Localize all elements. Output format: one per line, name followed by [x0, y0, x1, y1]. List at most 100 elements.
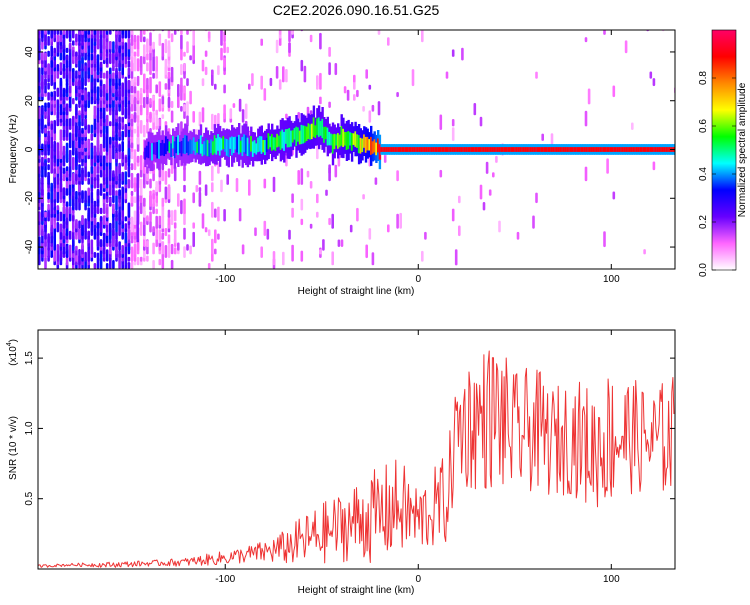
spectrogram-cell	[99, 239, 103, 248]
spectrogram-cell	[124, 248, 128, 266]
spectrogram-cell	[133, 149, 137, 163]
spectrogram-cell	[105, 70, 109, 79]
spectrogram-cell	[102, 247, 106, 255]
spectrogram-cell	[458, 195, 461, 204]
spectrogram-ridge-cell	[482, 147, 486, 152]
chart-title: C2E2.2026.090.16.51.G25	[273, 2, 440, 18]
spectrogram-cell	[139, 120, 143, 134]
spectrogram-cell	[109, 146, 112, 156]
spectrogram-ridge-cell	[651, 147, 654, 152]
spectrogram-cell	[90, 147, 94, 156]
spectrogram-cell	[96, 165, 100, 174]
spectrogram-ridge-cell	[352, 133, 355, 145]
spectrogram-ridge-cell	[326, 127, 329, 146]
spectrogram-ridge-cell	[408, 147, 411, 152]
spectrogram-cell	[492, 172, 495, 178]
spectrogram-cell	[127, 262, 131, 269]
spectrogram-ridge-cell	[410, 147, 413, 152]
spectrogram-cell	[124, 156, 128, 163]
spectrogram-ridge-cell	[218, 137, 222, 156]
spectrogram-cell	[291, 207, 294, 218]
spectrogram-cell	[62, 89, 66, 98]
spectrogram-cell	[38, 236, 41, 244]
spectrogram-x-tick-label: 100	[603, 274, 620, 285]
spectrogram-cell	[316, 75, 319, 87]
spectrogram-cell	[50, 30, 53, 32]
spectrogram-cell	[300, 218, 304, 226]
spectrogram-cell	[44, 78, 47, 87]
spectrogram-cell	[109, 181, 112, 196]
snr-y-exponent: (x104)	[6, 339, 19, 366]
spectrogram-cell	[53, 140, 56, 152]
spectrogram-cell	[50, 91, 53, 97]
spectrogram-ridge-cell	[309, 124, 312, 140]
spectrogram-ridge-cell	[236, 136, 239, 153]
spectrogram-cell	[139, 30, 143, 32]
spectrogram-cell	[72, 138, 75, 152]
spectrogram-cell	[62, 106, 66, 112]
spectrogram-cell	[102, 215, 106, 226]
spectrogram-ridge-cell	[423, 147, 427, 152]
spectrogram-cell	[105, 57, 109, 65]
spectrogram-cell	[102, 193, 106, 200]
spectrogram-cell	[211, 70, 214, 76]
spectrogram-ridge-cell	[495, 147, 498, 152]
spectrogram-ridge-cell	[366, 136, 369, 151]
spectrogram-cell	[346, 89, 350, 101]
spectrogram-cell	[161, 227, 165, 233]
spectrogram-cell	[109, 136, 112, 145]
spectrogram-cell	[189, 90, 192, 105]
spectrogram-cell	[72, 156, 75, 171]
spectrogram-ridge-cell	[552, 147, 555, 152]
spectrogram-cell	[167, 168, 171, 178]
spectrogram-cell	[93, 252, 97, 258]
spectrogram-cell	[254, 227, 257, 237]
spectrogram-ridge-cell	[371, 141, 375, 154]
spectrogram-cell	[109, 30, 112, 35]
spectrogram-ridge-cell	[170, 143, 173, 157]
spectrogram-cell	[78, 249, 81, 266]
spectrogram-cell	[109, 222, 112, 233]
spectrogram-cell	[143, 73, 146, 90]
spectrogram-cell	[133, 182, 137, 189]
spectrogram-cell	[328, 217, 331, 226]
spectrogram-ridge-cell	[460, 147, 463, 152]
spectrogram-cell	[278, 33, 282, 39]
spectrogram-cell	[337, 239, 341, 247]
spectrogram-ridge-cell	[602, 147, 606, 152]
spectrogram-cell	[204, 184, 208, 196]
spectrogram-ridge-cell	[628, 147, 632, 152]
spectrogram-ridge-cell	[582, 147, 585, 152]
spectrogram-ridge-cell	[163, 143, 166, 157]
spectrogram-cell	[133, 196, 137, 204]
spectrogram-cell	[488, 189, 492, 196]
spectrogram-ridge-cell	[323, 126, 326, 143]
spectrogram-cell	[78, 220, 81, 229]
spectrogram-cell	[130, 246, 134, 262]
spectrogram-ridge-cell	[198, 139, 201, 155]
spectrogram-ridge-cell	[562, 147, 566, 152]
spectrogram-cell	[158, 229, 162, 240]
spectrogram-cell	[96, 252, 100, 269]
spectrogram-cell	[461, 47, 464, 61]
spectrogram-cell	[149, 76, 152, 94]
spectrogram-ridge-cell	[542, 147, 545, 152]
spectrogram-cell	[451, 127, 455, 141]
spectrogram-ridge-cell	[637, 147, 640, 152]
spectrogram-ridge-cell	[385, 147, 388, 152]
spectrogram-cell	[146, 77, 149, 90]
spectrogram-cell	[288, 229, 291, 240]
spectrogram-cell	[72, 132, 75, 141]
spectrogram-cell	[167, 30, 171, 39]
spectrogram-cell	[211, 182, 214, 193]
spectrogram-cell	[180, 200, 183, 215]
spectrogram-streak	[136, 173, 139, 243]
spectrogram-ridge-cell	[571, 147, 574, 152]
spectrogram-ridge-cell	[251, 141, 255, 157]
spectrogram-ridge-cell	[196, 141, 199, 153]
spectrogram-ridge-cell	[222, 136, 225, 150]
spectrogram-cell	[112, 30, 115, 32]
spectrogram-ridge-cell	[554, 147, 557, 152]
spectrogram-cell	[50, 157, 53, 174]
spectrogram-ridge-cell	[538, 147, 541, 152]
